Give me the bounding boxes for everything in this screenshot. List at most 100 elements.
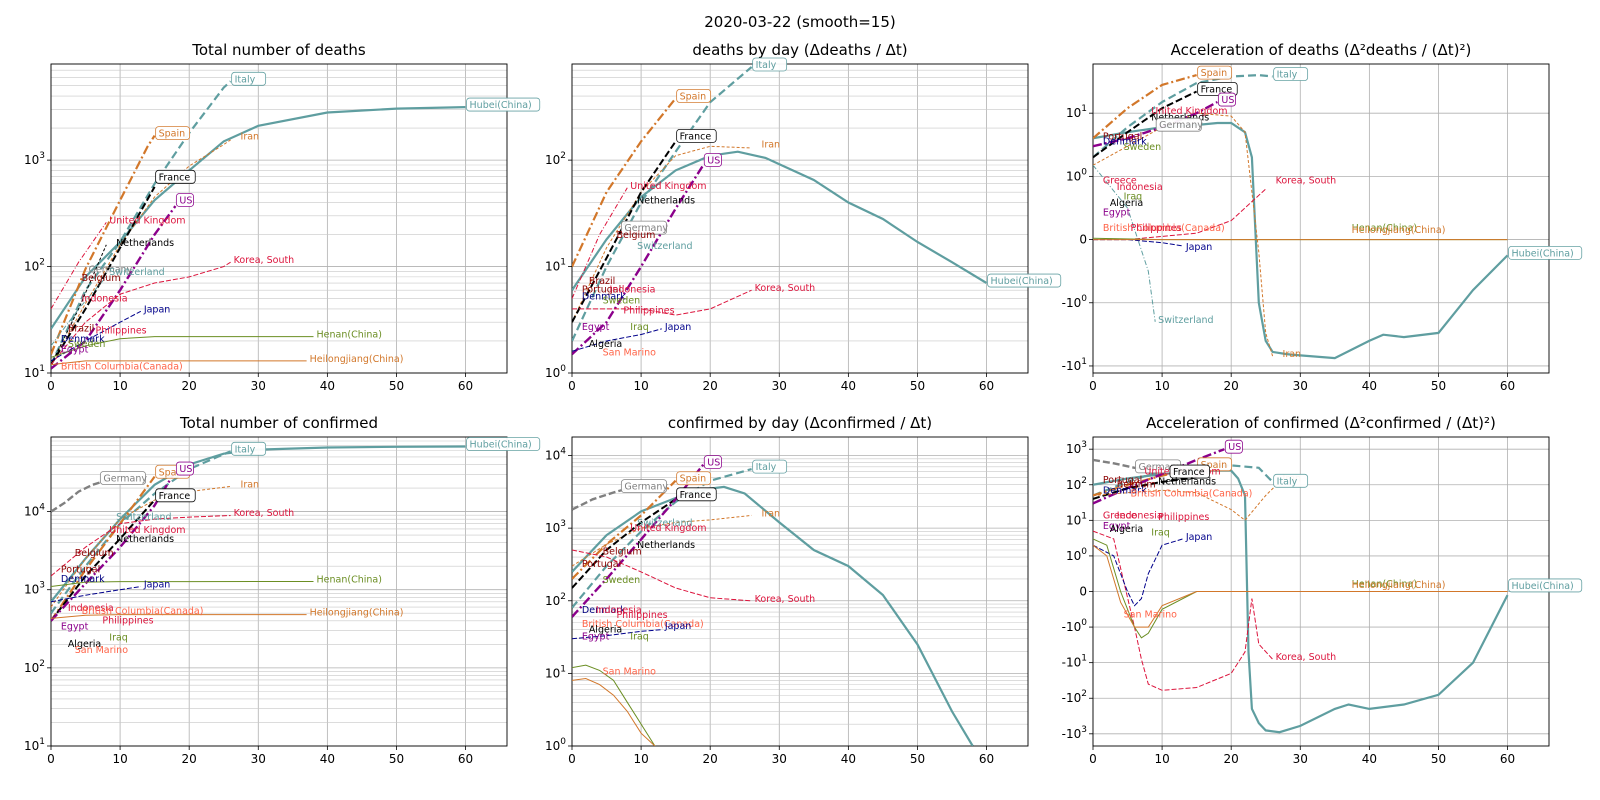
country-label: Algeria xyxy=(1110,524,1143,535)
country-label: Philippines xyxy=(102,616,153,627)
y-tick-label: -102 xyxy=(1062,689,1087,705)
figure-suptitle: 2020-03-22 (smooth=15) xyxy=(704,13,895,31)
plot-frame xyxy=(571,63,1029,374)
country-label: Denmark xyxy=(1103,486,1147,497)
country-label: San Marino xyxy=(1124,609,1177,620)
x-tick-label: 60 xyxy=(1500,379,1515,393)
series-line xyxy=(572,664,656,746)
country-label: Iran xyxy=(762,139,781,150)
series-line xyxy=(1093,239,1183,247)
x-tick-label: 60 xyxy=(458,379,473,393)
country-label: Sweden xyxy=(68,339,106,350)
x-tick-label: 50 xyxy=(910,379,925,393)
label-box xyxy=(1217,92,1236,107)
x-tick-label: 20 xyxy=(182,752,197,766)
country-label: Japan xyxy=(1185,242,1213,253)
country-label: Spain xyxy=(680,474,707,485)
country-label: Egypt xyxy=(1103,207,1131,218)
plot-frame xyxy=(50,436,508,747)
country-label: Indonesia xyxy=(68,603,114,614)
country-label: Netherlands xyxy=(116,238,174,249)
country-label: United Kingdom xyxy=(1151,106,1227,117)
label-box xyxy=(1155,117,1202,132)
plot-area xyxy=(1093,448,1509,734)
country-label: Henan(China) xyxy=(1352,223,1417,234)
y-tick-label: 102 xyxy=(1066,476,1087,492)
country-label: Belgium xyxy=(603,546,642,557)
plot-area xyxy=(51,445,466,622)
country-label: British Columbia(Canada) xyxy=(1131,488,1253,499)
country-label: US xyxy=(179,464,192,475)
country-label: Japan xyxy=(664,322,692,333)
series-line xyxy=(1093,73,1273,159)
country-label: Spain xyxy=(159,467,186,478)
x-tick-label: 50 xyxy=(389,752,404,766)
y-tick-label: -100 xyxy=(1062,294,1088,310)
country-label: Iraq xyxy=(630,322,649,333)
series-line xyxy=(572,487,628,511)
country-label: Portugal xyxy=(1103,475,1142,486)
country-label: Switzerland xyxy=(637,518,692,529)
series-line xyxy=(51,581,314,587)
series-line xyxy=(572,549,752,602)
country-label: Italy xyxy=(235,444,256,455)
x-tick-label: 60 xyxy=(1500,752,1515,766)
country-label: Belgium xyxy=(75,548,114,559)
label-box xyxy=(175,461,194,476)
country-label: Indonesia xyxy=(610,285,656,296)
country-label: Spain xyxy=(159,129,186,140)
series-line xyxy=(1093,458,1149,471)
panel-2: deaths by day (Δdeaths / Δt) 0 10 20 30 40 50 6… xyxy=(545,41,1062,393)
label-box xyxy=(1508,578,1583,593)
label-box xyxy=(1224,439,1243,454)
series-line xyxy=(572,187,628,299)
label-box xyxy=(703,455,722,470)
country-label: Belgium xyxy=(1117,479,1156,490)
y-tick-label: 101 xyxy=(24,737,45,753)
country-label: Germany xyxy=(89,264,133,275)
label-box xyxy=(676,471,712,486)
y-tick-label: 103 xyxy=(24,581,45,597)
y-tick-label: 0 xyxy=(1079,233,1087,247)
country-label: Greece xyxy=(1103,511,1137,522)
country-label: Indonesia xyxy=(1117,511,1163,522)
country-label: Spain xyxy=(680,91,707,102)
x-tick-label: 30 xyxy=(251,752,266,766)
country-label: Switzerland xyxy=(637,241,692,252)
series-line xyxy=(1093,448,1225,505)
country-label: Italy xyxy=(1277,70,1298,81)
label-box xyxy=(1508,245,1583,260)
country-label: Germany xyxy=(103,473,147,484)
country-label: Portugal xyxy=(61,565,100,576)
x-tick-label: 30 xyxy=(1293,752,1308,766)
country-label: France xyxy=(680,490,712,501)
country-label: Portugal xyxy=(582,559,621,570)
y-tick-label: 102 xyxy=(24,258,45,274)
x-tick-label: 0 xyxy=(1089,752,1097,766)
panel-3: Acceleration of deaths (Δ²deaths / (Δt)²… xyxy=(1062,41,1583,393)
label-box xyxy=(155,488,196,503)
x-tick-label: 50 xyxy=(910,752,925,766)
label-box xyxy=(1169,464,1210,479)
x-tick-label: 40 xyxy=(320,752,335,766)
country-label: France xyxy=(680,131,712,142)
y-tick-label: -101 xyxy=(1062,654,1087,670)
series-line xyxy=(572,97,677,268)
series-line xyxy=(572,66,753,342)
country-label: Germany xyxy=(1138,462,1182,473)
series-line xyxy=(572,145,752,323)
country-label: Heilongjiang(China) xyxy=(310,608,404,619)
country-label: US xyxy=(1228,442,1241,453)
country-label: Iran xyxy=(241,131,260,142)
country-label: Sweden xyxy=(1124,142,1162,153)
y-tick-label: 101 xyxy=(24,364,45,380)
x-tick-label: 60 xyxy=(979,379,994,393)
x-tick-label: 10 xyxy=(1154,752,1169,766)
x-tick-label: 0 xyxy=(568,379,576,393)
series-line xyxy=(51,479,107,513)
plot-area xyxy=(572,463,974,746)
y-tick-label: 101 xyxy=(1066,511,1087,527)
country-label: United Kingdom xyxy=(109,215,185,226)
series-line xyxy=(1093,90,1198,159)
country-label: Philippines xyxy=(623,306,674,317)
